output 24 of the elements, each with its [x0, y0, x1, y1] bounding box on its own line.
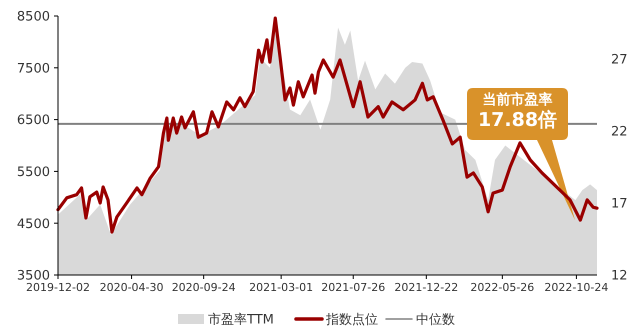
y-tick-label: 6500: [16, 113, 50, 128]
legend-label: 指数点位: [325, 312, 378, 328]
y-tick-label: 5500: [16, 164, 50, 180]
annotation: 当前市盈率: [482, 91, 552, 108]
y-tick-label: 3500: [16, 268, 50, 284]
y2-tick-label: 17: [611, 196, 628, 212]
x-tick-label: 2020-09-24: [172, 281, 236, 294]
y2-tick-label: 22: [611, 124, 628, 140]
y2-tick-label: 27: [611, 52, 628, 68]
y-tick-label: 8500: [16, 10, 50, 25]
x-tick-label: 2022-05-26: [470, 281, 534, 294]
x-tick-label: 2021-03-01: [249, 281, 314, 294]
line-series: [56, 16, 599, 234]
y2-tick-label: 12: [611, 268, 628, 284]
x-tick-label: 2021-07-26: [321, 281, 386, 294]
x-tick-label: 2019-12-02: [26, 281, 90, 294]
x-tick-label: 2020-04-30: [100, 281, 164, 294]
y-tick-label: 4500: [16, 216, 50, 232]
annotation: 17.88倍: [478, 109, 558, 131]
legend-label: 中位数: [416, 312, 455, 328]
x-tick-label: 2022-10-24: [544, 281, 608, 294]
legend-label: 市盈率TTM: [208, 312, 274, 328]
y-tick-label: 7500: [16, 61, 50, 76]
x-tick-label: 2021-12-22: [394, 281, 458, 294]
